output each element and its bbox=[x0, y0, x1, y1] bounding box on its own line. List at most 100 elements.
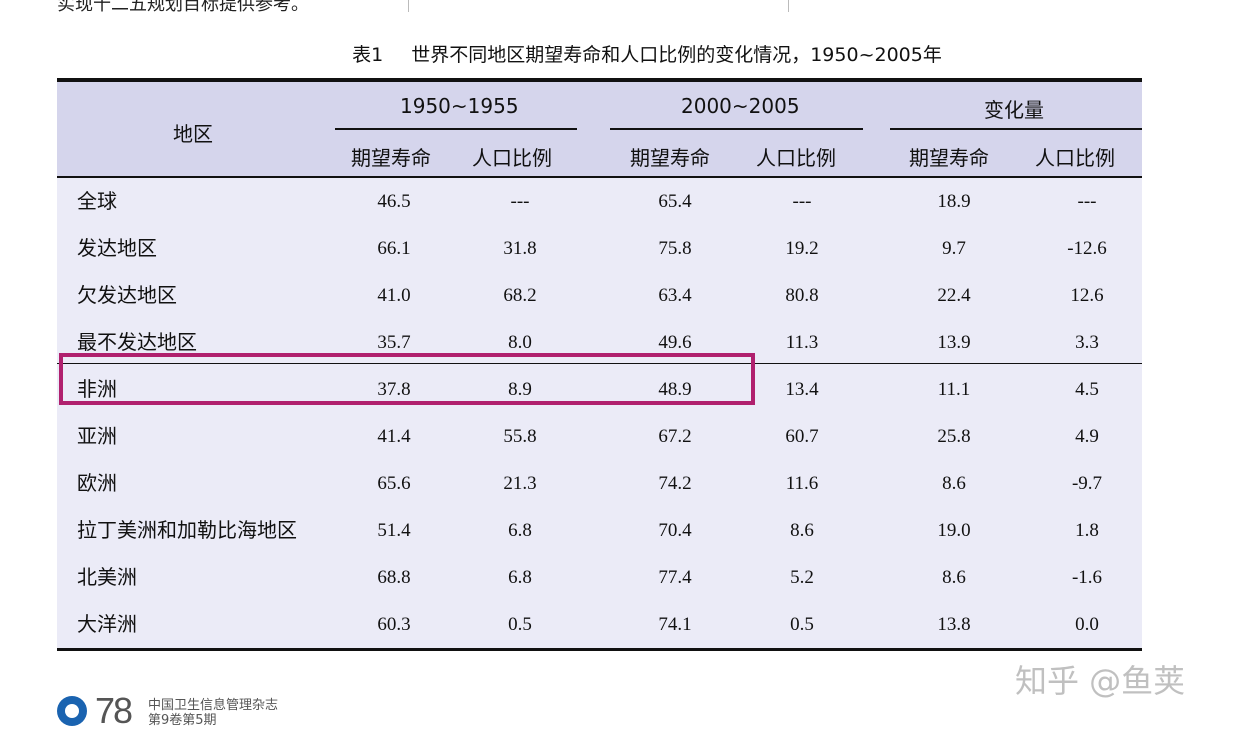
value-cell: 3.3 bbox=[1075, 332, 1099, 353]
value-cell: -9.7 bbox=[1071, 473, 1103, 494]
value-cell: --- bbox=[1077, 191, 1097, 212]
table-row: 非洲 37.8 8.9 48.9 13.4 11.1 4.5 bbox=[57, 366, 1142, 413]
table-row: 拉丁美洲和加勒比海地区 51.4 6.8 70.4 8.6 19.0 1.8 bbox=[57, 507, 1142, 554]
value-cell: 0.5 bbox=[508, 614, 532, 635]
group-rule bbox=[890, 128, 1142, 130]
header-group-change: 变化量 bbox=[984, 98, 1044, 122]
region-cell: 拉丁美洲和加勒比海地区 bbox=[77, 518, 297, 542]
data-table: 地区 1950~1955 2000~2005 变化量 期望寿命 人口比例 期望寿… bbox=[57, 78, 1142, 651]
table-row: 最不发达地区 35.7 8.0 49.6 11.3 13.9 3.3 bbox=[57, 319, 1142, 366]
region-cell: 欧洲 bbox=[77, 471, 117, 495]
value-cell: 66.1 bbox=[377, 238, 411, 259]
value-cell: 6.8 bbox=[508, 567, 532, 588]
region-cell: 亚洲 bbox=[77, 424, 117, 448]
preceding-paragraph-text: 实现十二五规划目标提供参考。 bbox=[57, 0, 309, 15]
region-cell: 全球 bbox=[77, 189, 117, 213]
value-cell: 37.8 bbox=[377, 379, 411, 400]
row-divider bbox=[57, 363, 1142, 364]
table-row: 发达地区 66.1 31.8 75.8 19.2 9.7 -12.6 bbox=[57, 225, 1142, 272]
value-cell: 80.8 bbox=[785, 285, 819, 306]
journal-name: 中国卫生信息管理杂志 第9卷第5期 bbox=[148, 698, 278, 728]
value-cell: 22.4 bbox=[937, 285, 971, 306]
value-cell: 5.2 bbox=[790, 567, 814, 588]
table-row: 全球 46.5 --- 65.4 --- 18.9 --- bbox=[57, 178, 1142, 225]
value-cell: 35.7 bbox=[377, 332, 411, 353]
value-cell: 48.9 bbox=[658, 379, 692, 400]
value-cell: -1.6 bbox=[1071, 567, 1103, 588]
header-sub: 期望寿命 bbox=[630, 146, 710, 170]
column-divider bbox=[408, 0, 409, 12]
table-header bbox=[57, 82, 1142, 178]
region-cell: 北美洲 bbox=[77, 565, 137, 589]
value-cell: 11.3 bbox=[785, 332, 819, 353]
value-cell: 31.8 bbox=[503, 238, 537, 259]
header-sub: 人口比例 bbox=[472, 146, 552, 170]
page-number: 78 bbox=[95, 690, 133, 731]
column-divider bbox=[788, 0, 789, 12]
value-cell: 8.9 bbox=[508, 379, 532, 400]
table-caption: 表1 世界不同地区期望寿命和人口比例的变化情况，1950~2005年 bbox=[0, 40, 1244, 67]
region-cell: 大洋洲 bbox=[77, 612, 137, 636]
journal-line: 中国卫生信息管理杂志 bbox=[148, 698, 279, 713]
region-cell: 最不发达地区 bbox=[77, 330, 197, 354]
highlight-box bbox=[59, 353, 755, 405]
table-row: 亚洲 41.4 55.8 67.2 60.7 25.8 4.9 bbox=[57, 413, 1142, 460]
value-cell: 9.7 bbox=[942, 238, 966, 259]
value-cell: 11.1 bbox=[937, 379, 971, 400]
value-cell: 41.4 bbox=[377, 426, 411, 447]
value-cell: 74.2 bbox=[658, 473, 692, 494]
value-cell: 8.6 bbox=[942, 567, 966, 588]
journal-logo-icon bbox=[57, 696, 87, 726]
value-cell: 49.6 bbox=[658, 332, 692, 353]
value-cell: 1.8 bbox=[1075, 520, 1099, 541]
region-cell: 欠发达地区 bbox=[77, 283, 177, 307]
header-sub: 期望寿命 bbox=[909, 146, 989, 170]
value-cell: 11.6 bbox=[785, 473, 819, 494]
table-row: 北美洲 68.8 6.8 77.4 5.2 8.6 -1.6 bbox=[57, 554, 1142, 601]
group-rule bbox=[610, 128, 863, 130]
value-cell: 19.0 bbox=[937, 520, 971, 541]
value-cell: 4.5 bbox=[1075, 379, 1099, 400]
value-cell: --- bbox=[510, 191, 530, 212]
value-cell: 65.4 bbox=[658, 191, 692, 212]
value-cell: 13.8 bbox=[937, 614, 971, 635]
value-cell: 77.4 bbox=[658, 567, 692, 588]
value-cell: 67.2 bbox=[658, 426, 692, 447]
value-cell: 21.3 bbox=[503, 473, 537, 494]
value-cell: 70.4 bbox=[658, 520, 692, 541]
value-cell: 0.5 bbox=[790, 614, 814, 635]
value-cell: 8.6 bbox=[790, 520, 814, 541]
group-rule bbox=[335, 128, 577, 130]
value-cell: 12.6 bbox=[1070, 285, 1104, 306]
value-cell: 75.8 bbox=[658, 238, 692, 259]
table-row: 大洋洲 60.3 0.5 74.1 0.5 13.8 0.0 bbox=[57, 601, 1142, 648]
value-cell: 55.8 bbox=[503, 426, 537, 447]
value-cell: 0.0 bbox=[1075, 614, 1099, 635]
table-row: 欠发达地区 41.0 68.2 63.4 80.8 22.4 12.6 bbox=[57, 272, 1142, 319]
header-group-1950: 1950~1955 bbox=[400, 94, 519, 118]
value-cell: 74.1 bbox=[658, 614, 692, 635]
value-cell: 68.2 bbox=[503, 285, 537, 306]
value-cell: --- bbox=[792, 191, 812, 212]
header-group-2000: 2000~2005 bbox=[681, 94, 800, 118]
value-cell: 4.9 bbox=[1075, 426, 1099, 447]
value-cell: 25.8 bbox=[937, 426, 971, 447]
value-cell: 51.4 bbox=[377, 520, 411, 541]
value-cell: 68.8 bbox=[377, 567, 411, 588]
value-cell: 65.6 bbox=[377, 473, 411, 494]
value-cell: 13.9 bbox=[937, 332, 971, 353]
value-cell: 60.3 bbox=[377, 614, 411, 635]
header-region: 地区 bbox=[173, 122, 213, 146]
table-row: 欧洲 65.6 21.3 74.2 11.6 8.6 -9.7 bbox=[57, 460, 1142, 507]
value-cell: 60.7 bbox=[785, 426, 819, 447]
value-cell: 8.6 bbox=[942, 473, 966, 494]
value-cell: -12.6 bbox=[1067, 238, 1107, 259]
region-cell: 发达地区 bbox=[77, 236, 157, 260]
header-sub: 期望寿命 bbox=[351, 146, 431, 170]
value-cell: 8.0 bbox=[508, 332, 532, 353]
value-cell: 41.0 bbox=[377, 285, 411, 306]
value-cell: 19.2 bbox=[785, 238, 819, 259]
value-cell: 6.8 bbox=[508, 520, 532, 541]
journal-issue: 第9卷第5期 bbox=[148, 713, 217, 728]
value-cell: 46.5 bbox=[377, 191, 411, 212]
